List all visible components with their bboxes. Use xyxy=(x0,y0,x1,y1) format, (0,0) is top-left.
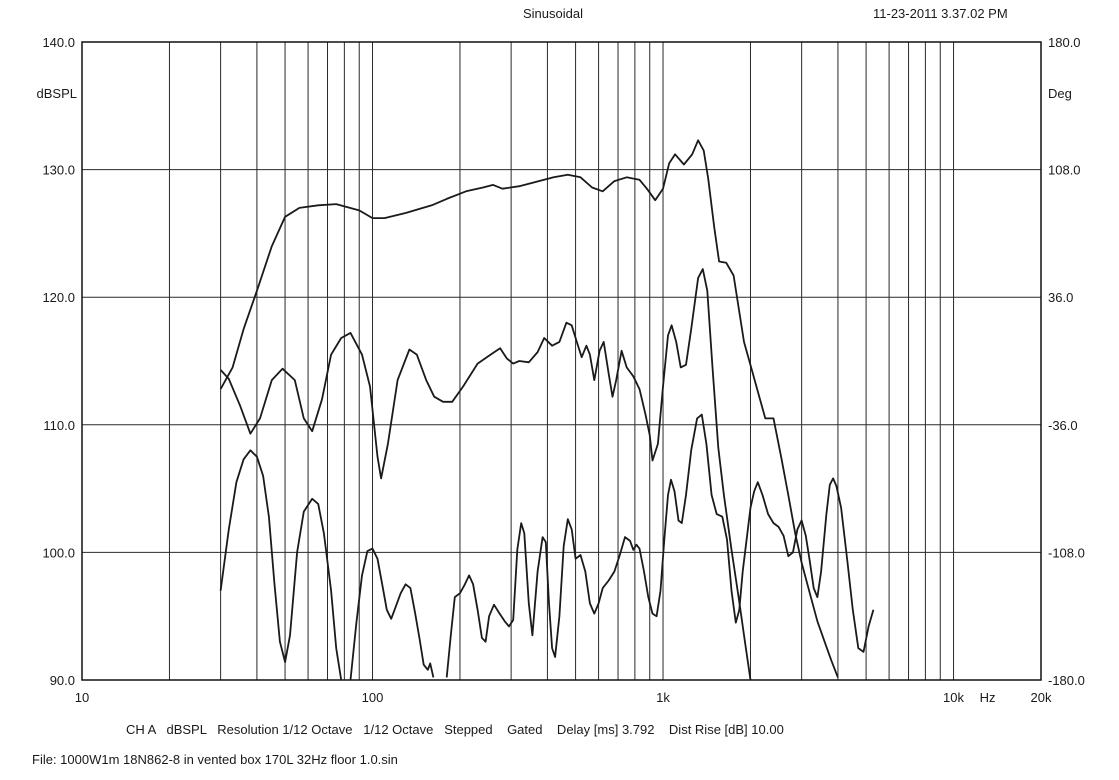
x-tick-label: 10 xyxy=(75,690,89,705)
x-axis-unit-label: Hz xyxy=(980,690,996,705)
measurement-timestamp: 11-23-2011 3.37.02 PM xyxy=(873,6,1008,21)
y-right-tick-label: -36.0 xyxy=(1048,418,1078,433)
y-right-tick-label: 36.0 xyxy=(1048,290,1073,305)
y-right-tick-label: -108.0 xyxy=(1048,545,1085,560)
phase-curve-segment xyxy=(349,547,435,680)
y-tick-label: 100.0 xyxy=(42,545,75,560)
y-tick-label: 90.0 xyxy=(50,673,75,688)
x-tick-label: 1k xyxy=(656,690,670,705)
y-right-axis-label: Deg xyxy=(1048,86,1072,101)
curves-group xyxy=(219,139,875,680)
y-tick-label: 130.0 xyxy=(42,163,75,178)
x-tick-label: 20k xyxy=(1031,690,1052,705)
y-right-tick-label: 180.0 xyxy=(1048,35,1081,50)
y-tick-label: 140.0 xyxy=(42,35,75,50)
file-name: File: 1000W1m 18N862-8 in vented box 170… xyxy=(32,752,398,767)
y-right-tick-label: -180.0 xyxy=(1048,673,1085,688)
y-axis-label: dBSPL xyxy=(37,86,77,101)
plot-frame xyxy=(81,41,1042,681)
curve-2-curve xyxy=(219,268,752,680)
y-right-tick-label: 108.0 xyxy=(1048,163,1081,178)
measurement-settings: CH A dBSPL Resolution 1/12 Octave 1/12 O… xyxy=(126,722,784,737)
x-tick-label: 100 xyxy=(362,690,384,705)
phase-curve-segment xyxy=(445,413,875,678)
y-tick-label: 110.0 xyxy=(43,418,75,433)
measurement-mode: Sinusoidal xyxy=(523,6,583,21)
x-tick-label: 10k xyxy=(943,690,964,705)
magnitude-curve xyxy=(219,139,839,678)
phase-curve xyxy=(219,449,343,680)
y-tick-label: 120.0 xyxy=(42,290,75,305)
